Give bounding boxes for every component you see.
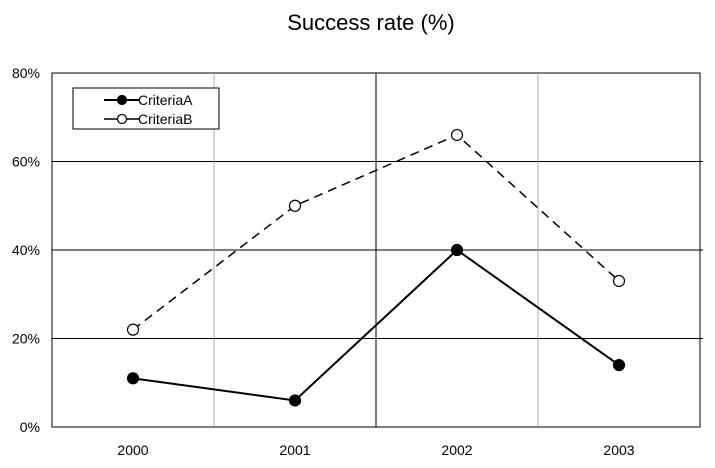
x-tick-label: 2003: [603, 442, 634, 458]
x-tick-label: 2000: [117, 442, 148, 458]
y-tick-label: 80%: [12, 65, 40, 81]
x-tick-label: 2001: [279, 442, 310, 458]
y-axis-ticks: 0% 20% 40% 60% 80%: [12, 65, 40, 435]
y-tick-label: 60%: [12, 154, 40, 170]
data-point-criteriaa: [614, 360, 625, 371]
legend: CriteriaA CriteriaB: [73, 88, 219, 129]
x-axis-ticks: 2000 2001 2002 2003: [117, 442, 634, 458]
y-tick-label: 40%: [12, 242, 40, 258]
y-tick-label: 0%: [20, 419, 40, 435]
legend-marker-criteria-b: [118, 115, 127, 124]
legend-marker-criteria-a: [118, 96, 127, 105]
data-point-criteriaa: [452, 245, 463, 256]
data-point-criteriab: [128, 324, 139, 335]
chart-title: Success rate (%): [287, 10, 455, 35]
legend-label-criteria-b: CriteriaB: [138, 111, 192, 127]
legend-label-criteria-a: CriteriaA: [138, 92, 193, 108]
data-point-criteriab: [614, 275, 625, 286]
x-tick-label: 2002: [441, 442, 472, 458]
data-point-criteriab: [290, 200, 301, 211]
data-point-criteriab: [452, 129, 463, 140]
y-tick-label: 20%: [12, 331, 40, 347]
data-point-criteriaa: [290, 395, 301, 406]
data-point-criteriaa: [128, 373, 139, 384]
